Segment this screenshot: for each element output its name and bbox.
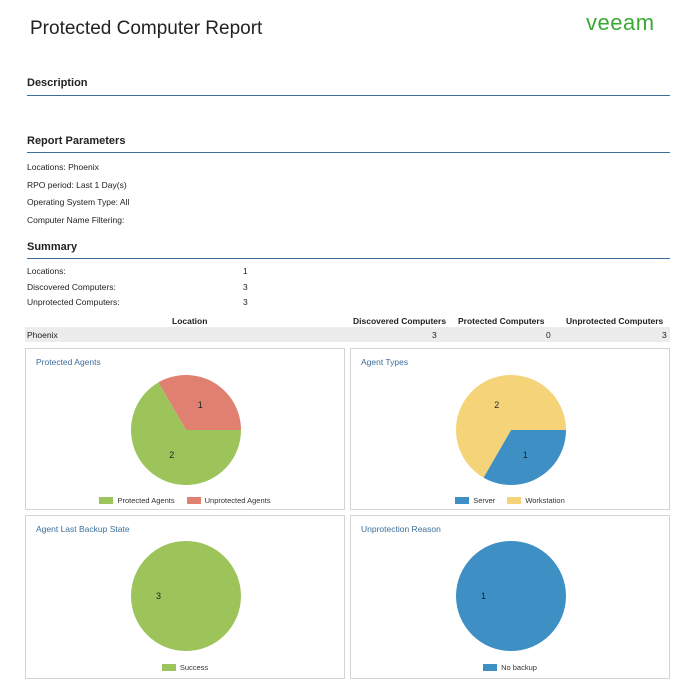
pie-value-label: 2: [169, 450, 174, 460]
summary-heading: Summary: [27, 241, 78, 253]
column-header-location: Location: [172, 316, 208, 326]
legend-item: No backup: [483, 663, 537, 672]
summary-label-unprotected: Unprotected Computers:: [27, 297, 120, 307]
pie-slice-no-backup: [456, 541, 566, 651]
pie-value-label: 3: [156, 591, 161, 601]
chart-legend: No backup: [351, 663, 669, 672]
report-parameters-heading: Report Parameters: [27, 135, 126, 147]
cell-unprotected: 3: [662, 330, 667, 340]
legend-label: Success: [179, 663, 209, 672]
pie-value-label: 2: [494, 400, 499, 410]
cell-location: Phoenix: [27, 330, 58, 340]
chart-panel-backup-state: Agent Last Backup State 3 Success: [25, 515, 345, 679]
legend-swatch: [507, 497, 522, 504]
summary-label-locations: Locations:: [27, 266, 66, 276]
pie-slice-server: [483, 430, 566, 485]
description-heading: Description: [27, 77, 88, 89]
legend-item: Unprotected Agents: [186, 496, 271, 505]
pie-value-label: 1: [523, 450, 528, 460]
legend-swatch: [455, 497, 470, 504]
chart-panel-unprotection-reason: Unprotection Reason 1 No backup: [350, 515, 670, 679]
pie-slice-unprotected-agents: [158, 375, 241, 430]
param-locations: Locations: Phoenix: [27, 162, 99, 172]
summary-value-discovered: 3: [243, 282, 248, 292]
pie-slice-success: [131, 541, 241, 651]
legend-swatch: [186, 497, 201, 504]
chart-title: Unprotection Reason: [361, 524, 441, 534]
veeam-logo: veeam: [586, 10, 655, 35]
protected-agents-pie: 21: [131, 375, 241, 485]
description-divider: [27, 95, 670, 96]
legend-swatch: [161, 664, 176, 671]
legend-swatch: [483, 664, 498, 671]
chart-legend: Server Workstation: [351, 496, 669, 505]
chart-legend: Protected Agents Unprotected Agents: [26, 496, 344, 505]
param-os-type: Operating System Type: All: [27, 197, 130, 207]
chart-title: Protected Agents: [36, 357, 101, 367]
pie-slice-protected-agents: [131, 382, 241, 485]
param-name-filter: Computer Name Filtering:: [27, 215, 125, 225]
legend-label: Server: [473, 496, 496, 505]
table-row: [25, 327, 670, 342]
chart-legend: Success: [26, 663, 344, 672]
chart-title: Agent Last Backup State: [36, 524, 130, 534]
legend-label: Workstation: [525, 496, 565, 505]
legend-label: No backup: [501, 663, 537, 672]
chart-title: Agent Types: [361, 357, 409, 367]
legend-label: Unprotected Agents: [204, 496, 271, 505]
parameters-divider: [27, 152, 670, 153]
pie-value-label: 1: [198, 400, 203, 410]
column-header-protected: Protected Computers: [458, 316, 545, 326]
legend-item: Success: [161, 663, 209, 672]
legend-label: Protected Agents: [117, 496, 175, 505]
page-title: Protected Computer Report: [30, 18, 263, 39]
param-rpo-period: RPO period: Last 1 Day(s): [27, 180, 127, 190]
summary-value-unprotected: 3: [243, 297, 248, 307]
legend-item: Server: [455, 496, 495, 505]
legend-swatch: [99, 497, 114, 504]
cell-discovered: 3: [432, 330, 437, 340]
unprotection-reason-pie: 1: [456, 541, 566, 651]
pie-slice-workstation: [456, 375, 566, 478]
column-header-discovered: Discovered Computers: [353, 316, 447, 326]
summary-label-discovered: Discovered Computers:: [27, 282, 116, 292]
summary-divider: [27, 258, 670, 259]
legend-item: Protected Agents: [99, 496, 175, 505]
backup-state-pie: 3: [131, 541, 241, 651]
cell-protected: 0: [546, 330, 551, 340]
legend-item: Workstation: [507, 496, 565, 505]
pie-value-label: 1: [481, 591, 486, 601]
summary-value-locations: 1: [243, 266, 248, 276]
agent-types-pie: 12: [456, 375, 566, 485]
column-header-unprotected: Unprotected Computers: [566, 316, 664, 326]
